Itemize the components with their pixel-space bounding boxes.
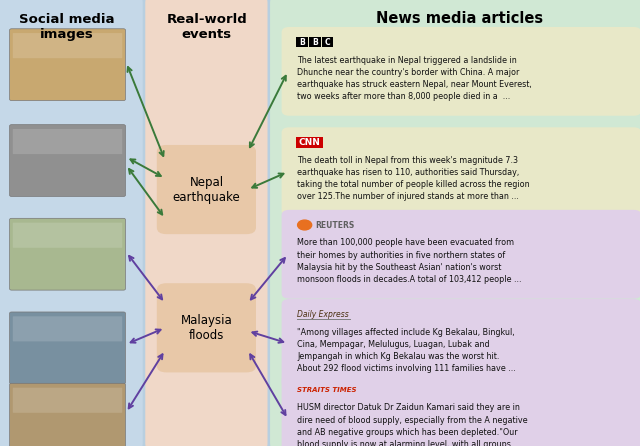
FancyBboxPatch shape (10, 383, 125, 446)
Text: REUTERS: REUTERS (315, 220, 354, 230)
FancyBboxPatch shape (282, 375, 640, 446)
Text: C: C (325, 37, 330, 47)
FancyBboxPatch shape (13, 316, 122, 342)
Text: B: B (312, 37, 317, 47)
Circle shape (298, 220, 312, 230)
FancyBboxPatch shape (157, 145, 256, 234)
FancyBboxPatch shape (296, 137, 323, 148)
FancyBboxPatch shape (10, 124, 125, 196)
FancyBboxPatch shape (145, 0, 268, 446)
FancyBboxPatch shape (270, 0, 640, 446)
Text: Malaysia
floods: Malaysia floods (181, 314, 232, 342)
Text: Nepal
earthquake: Nepal earthquake (173, 176, 241, 203)
Text: The death toll in Nepal from this week's magnitude 7.3
earthquake has risen to 1: The death toll in Nepal from this week's… (297, 156, 529, 201)
FancyBboxPatch shape (296, 37, 308, 48)
Text: STRAITS TIMES: STRAITS TIMES (297, 387, 356, 393)
FancyBboxPatch shape (0, 0, 143, 446)
Text: "Among villages affected include Kg Bekalau, Bingkul,
Cina, Mempagar, Melulugus,: "Among villages affected include Kg Beka… (297, 327, 516, 373)
FancyBboxPatch shape (13, 129, 122, 154)
FancyBboxPatch shape (13, 33, 122, 58)
FancyBboxPatch shape (157, 283, 256, 372)
Text: Social media
images: Social media images (19, 13, 115, 41)
Text: News media articles: News media articles (376, 11, 543, 26)
Text: The latest earthquake in Nepal triggered a landslide in
Dhunche near the country: The latest earthquake in Nepal triggered… (297, 56, 532, 101)
FancyBboxPatch shape (13, 388, 122, 413)
FancyBboxPatch shape (282, 27, 640, 116)
FancyBboxPatch shape (10, 219, 125, 290)
FancyBboxPatch shape (282, 299, 640, 388)
Text: B: B (300, 37, 305, 47)
FancyBboxPatch shape (309, 37, 321, 48)
Text: Daily Express: Daily Express (297, 310, 349, 319)
Text: Real-world
events: Real-world events (166, 13, 247, 41)
FancyBboxPatch shape (282, 210, 640, 299)
FancyBboxPatch shape (282, 128, 640, 216)
Text: More than 100,000 people have been evacuated from
their homes by authorities in : More than 100,000 people have been evacu… (297, 238, 522, 284)
FancyBboxPatch shape (10, 312, 125, 384)
Text: HUSM director Datuk Dr Zaidun Kamari said they are in
dire need of blood supply,: HUSM director Datuk Dr Zaidun Kamari sai… (297, 403, 527, 446)
Text: CNN: CNN (299, 138, 321, 147)
FancyBboxPatch shape (322, 37, 333, 48)
FancyBboxPatch shape (10, 29, 125, 101)
FancyBboxPatch shape (13, 223, 122, 248)
